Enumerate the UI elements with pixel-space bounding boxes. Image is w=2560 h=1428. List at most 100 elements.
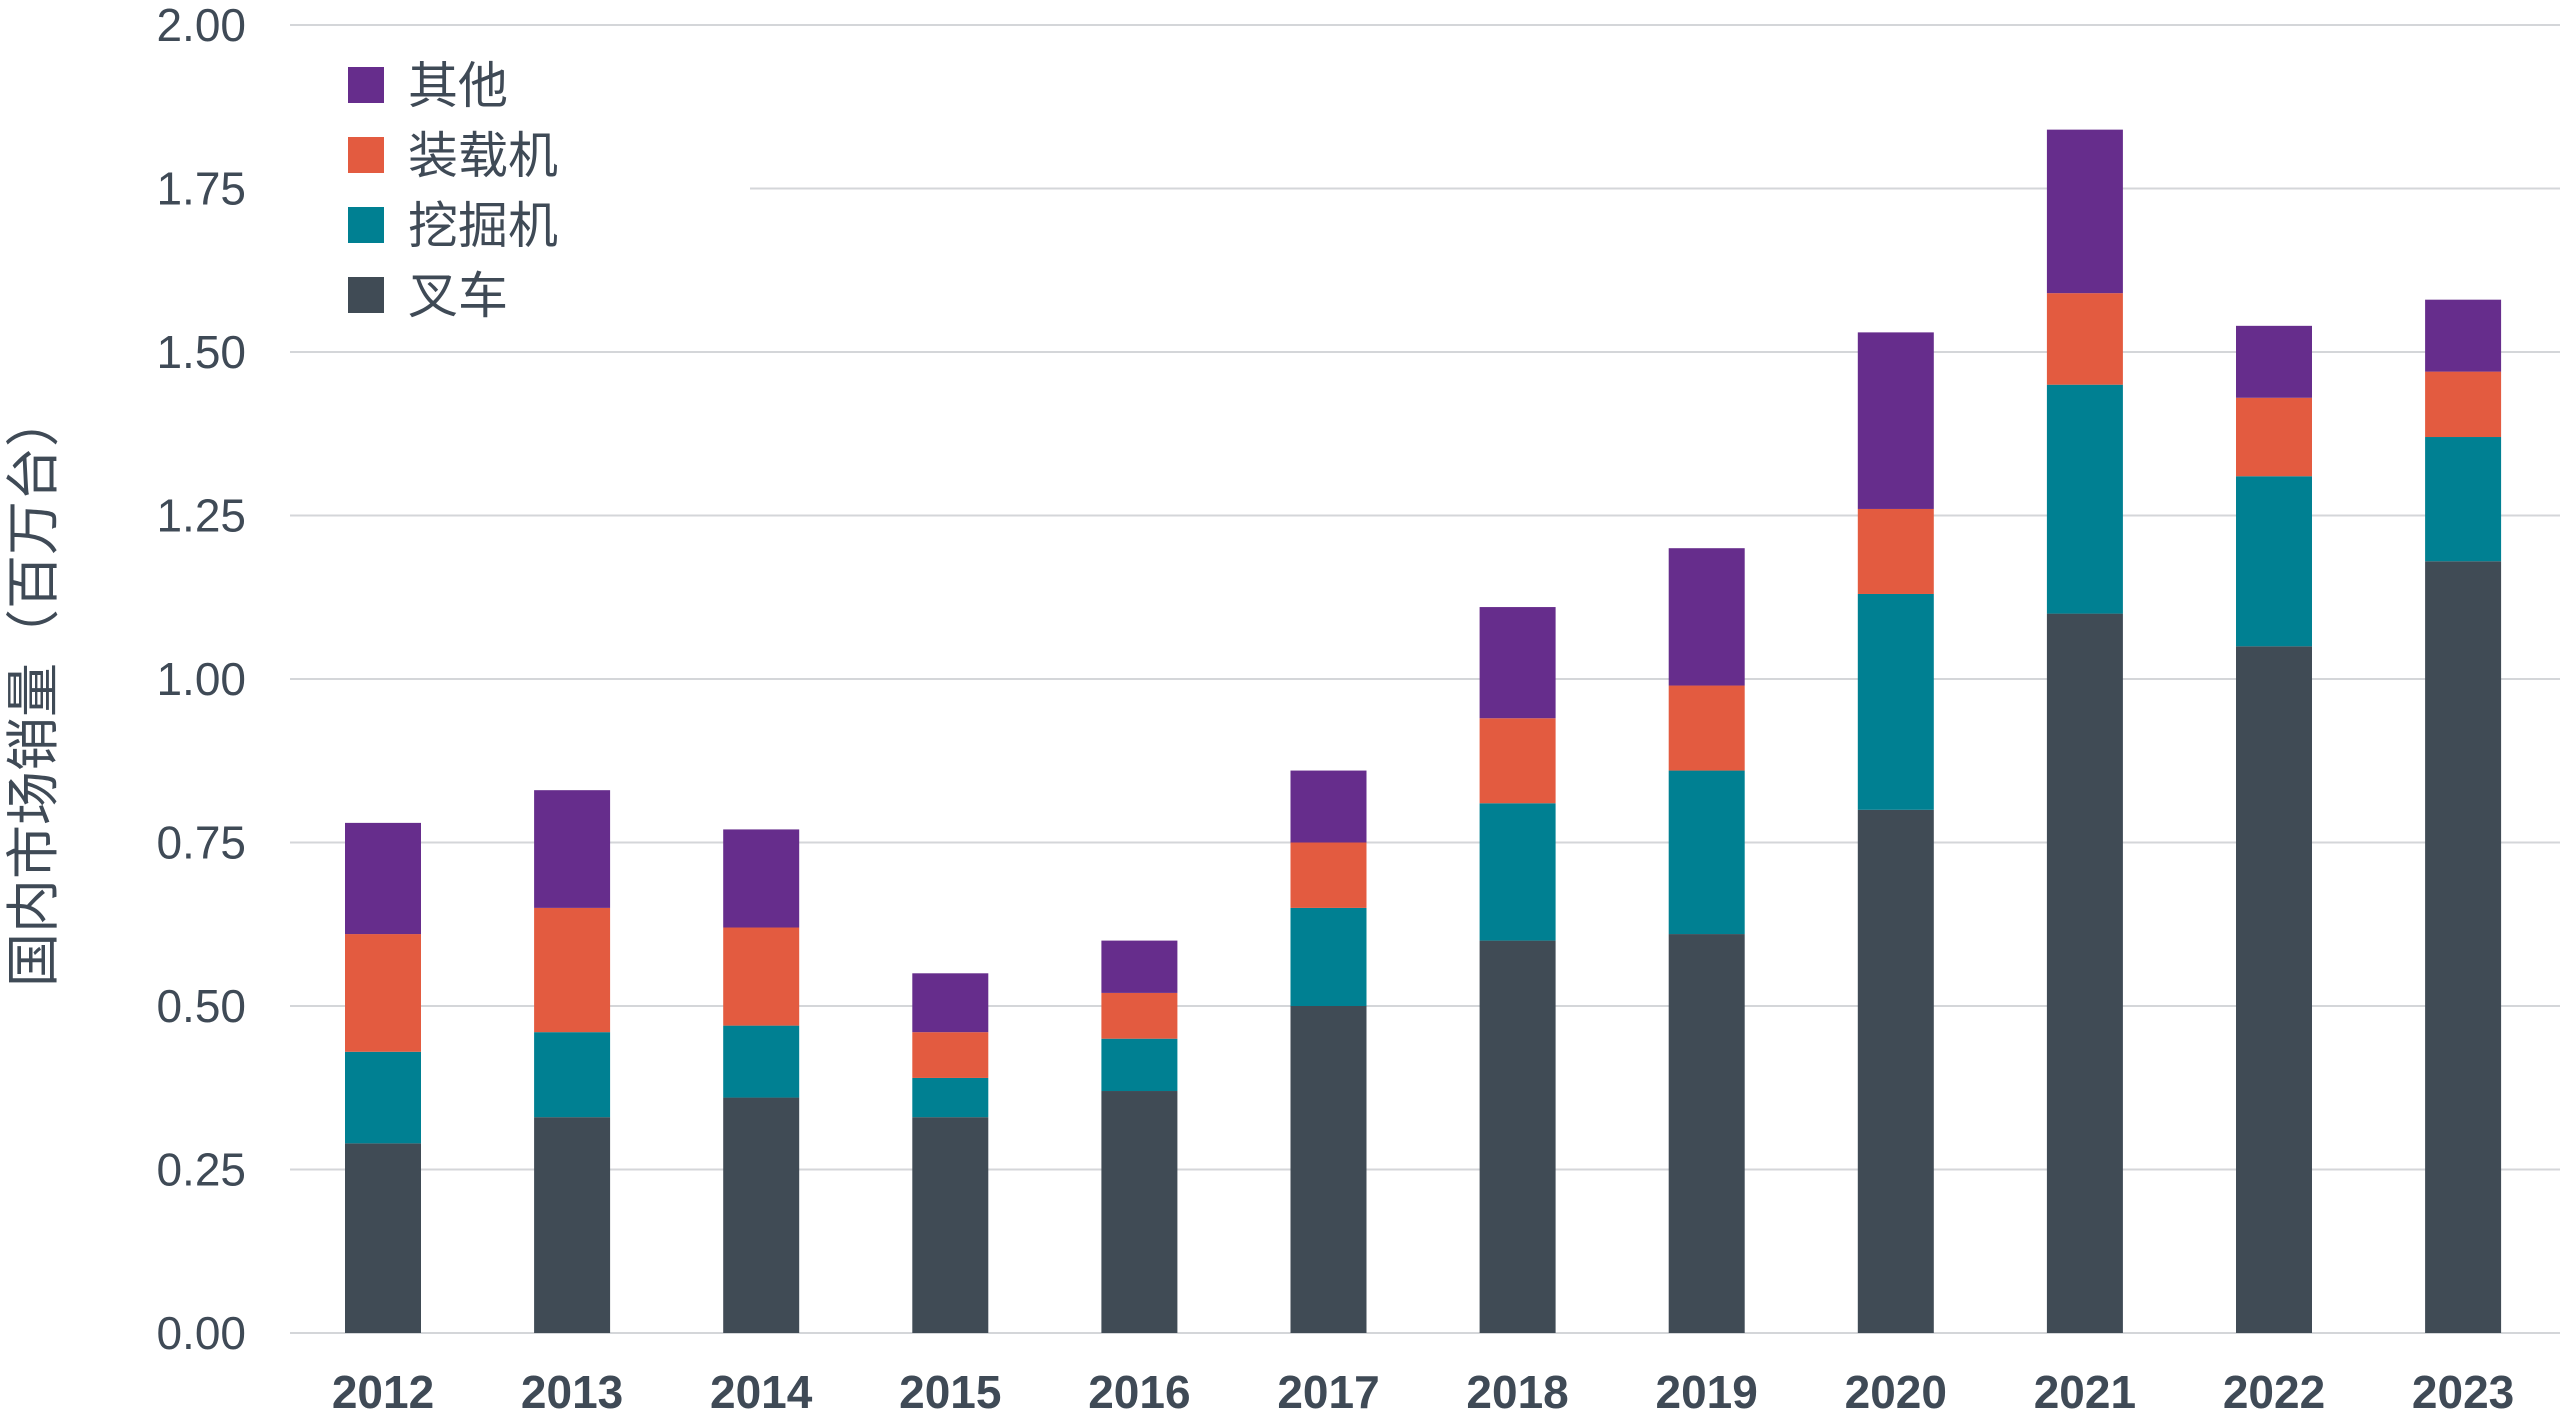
x-tick-label: 2018 xyxy=(1466,1366,1568,1418)
y-tick-label: 1.00 xyxy=(156,653,246,705)
bar-stack-2015 xyxy=(912,973,989,1333)
bar-叉车-2016 xyxy=(1101,1091,1178,1333)
bar-叉车-2021 xyxy=(2046,613,2123,1333)
bar-叉车-2012 xyxy=(345,1143,421,1333)
bar-其他-2016 xyxy=(1101,940,1178,993)
x-tick-label: 2022 xyxy=(2223,1366,2325,1418)
y-tick-label: 0.75 xyxy=(156,817,246,869)
bar-装载机-2016 xyxy=(1101,992,1178,1039)
bar-其他-2013 xyxy=(534,790,611,908)
gridlines xyxy=(290,24,2560,1334)
bar-其他-2022 xyxy=(2236,325,2312,398)
legend-item-其他: 其他 xyxy=(348,57,508,115)
bar-stack-2017 xyxy=(1290,770,1367,1333)
bar-stack-2023 xyxy=(2425,299,2502,1333)
legend-item-叉车: 叉车 xyxy=(348,267,508,325)
bar-stack-2014 xyxy=(723,829,800,1333)
bar-其他-2021 xyxy=(2046,129,2123,294)
bar-叉车-2014 xyxy=(723,1097,800,1333)
bar-其他-2023 xyxy=(2425,299,2502,372)
y-axis-label: 国内市场销量（百万台） xyxy=(2,393,65,987)
bar-挖掘机-2012 xyxy=(345,1051,421,1144)
y-axis-ticks: 0.00 0.25 0.50 0.75 1.00 1.25 1.50 1.75 2.00 xyxy=(156,0,246,1359)
bar-装载机-2013 xyxy=(534,907,611,1033)
bar-挖掘机-2022 xyxy=(2236,476,2312,647)
bar-挖掘机-2016 xyxy=(1101,1038,1178,1092)
legend-label: 其他 xyxy=(408,57,508,115)
y-tick-label: 1.50 xyxy=(156,326,246,378)
bar-叉车-2015 xyxy=(912,1117,989,1333)
bar-stack-2018 xyxy=(1479,607,1556,1333)
bar-装载机-2014 xyxy=(723,927,800,1026)
x-tick-label: 2023 xyxy=(2412,1366,2514,1418)
legend-item-装载机: 装载机 xyxy=(348,127,558,185)
bar-叉车-2022 xyxy=(2236,646,2312,1333)
bar-叉车-2017 xyxy=(1290,1006,1367,1333)
bar-叉车-2013 xyxy=(534,1117,611,1333)
bar-装载机-2019 xyxy=(1668,685,1745,771)
bar-stack-2022 xyxy=(2236,325,2312,1333)
bar-挖掘机-2020 xyxy=(1857,593,1934,810)
bar-挖掘机-2013 xyxy=(534,1032,611,1118)
bar-挖掘机-2019 xyxy=(1668,770,1745,935)
legend-swatch xyxy=(348,67,384,103)
bar-stack-2016 xyxy=(1101,940,1178,1333)
bar-stack-2019 xyxy=(1668,548,1745,1333)
bar-stack-2013 xyxy=(534,790,611,1333)
bar-挖掘机-2014 xyxy=(723,1025,800,1098)
bar-挖掘机-2018 xyxy=(1479,803,1556,941)
bar-装载机-2021 xyxy=(2046,293,2123,385)
x-tick-label: 2016 xyxy=(1088,1366,1190,1418)
y-tick-label: 0.50 xyxy=(156,980,246,1032)
x-tick-label: 2020 xyxy=(1845,1366,1947,1418)
bar-stack-2020 xyxy=(1857,332,1934,1333)
bar-stack-2012 xyxy=(345,822,421,1333)
y-tick-label: 1.25 xyxy=(156,490,246,542)
legend-swatch xyxy=(348,137,384,173)
bars xyxy=(345,129,2502,1333)
x-tick-label: 2021 xyxy=(2034,1366,2136,1418)
y-tick-label: 0.00 xyxy=(156,1307,246,1359)
bar-其他-2012 xyxy=(345,822,421,935)
x-tick-label: 2017 xyxy=(1277,1366,1379,1418)
y-tick-label: 2.00 xyxy=(156,0,246,51)
legend-item-挖掘机: 挖掘机 xyxy=(348,197,558,255)
bar-叉车-2018 xyxy=(1479,940,1556,1333)
x-tick-label: 2012 xyxy=(332,1366,434,1418)
bar-其他-2014 xyxy=(723,829,800,928)
bar-装载机-2022 xyxy=(2236,397,2312,477)
x-axis-ticks: 2012 2013 2014 2015 2016 2017 2018 2019 2020 2021… xyxy=(332,1366,2514,1418)
x-tick-label: 2015 xyxy=(899,1366,1001,1418)
bar-叉车-2023 xyxy=(2425,561,2502,1333)
legend-label: 挖掘机 xyxy=(408,197,558,255)
bar-装载机-2015 xyxy=(912,1032,989,1078)
bar-挖掘机-2017 xyxy=(1290,907,1367,1006)
bar-挖掘机-2015 xyxy=(912,1077,989,1118)
bar-挖掘机-2023 xyxy=(2425,437,2502,562)
x-tick-label: 2014 xyxy=(710,1366,813,1418)
bar-装载机-2017 xyxy=(1290,842,1367,908)
legend-label: 装载机 xyxy=(408,127,558,185)
bar-叉车-2019 xyxy=(1668,934,1745,1333)
bar-装载机-2018 xyxy=(1479,718,1556,804)
y-tick-label: 1.75 xyxy=(156,163,246,215)
legend-swatch xyxy=(348,277,384,313)
bar-其他-2018 xyxy=(1479,607,1556,719)
x-tick-label: 2019 xyxy=(1656,1366,1758,1418)
bar-装载机-2020 xyxy=(1857,508,1934,594)
bar-装载机-2012 xyxy=(345,934,421,1052)
bar-其他-2017 xyxy=(1290,770,1367,843)
x-tick-label: 2013 xyxy=(521,1366,623,1418)
bar-挖掘机-2021 xyxy=(2046,384,2123,614)
legend-swatch xyxy=(348,207,384,243)
bar-stack-2021 xyxy=(2046,129,2123,1333)
y-tick-label: 0.25 xyxy=(156,1144,246,1196)
legend-label: 叉车 xyxy=(408,267,508,325)
bar-其他-2020 xyxy=(1857,332,1934,509)
bar-其他-2015 xyxy=(912,973,989,1033)
bar-其他-2019 xyxy=(1668,548,1745,686)
bar-装载机-2023 xyxy=(2425,371,2502,438)
